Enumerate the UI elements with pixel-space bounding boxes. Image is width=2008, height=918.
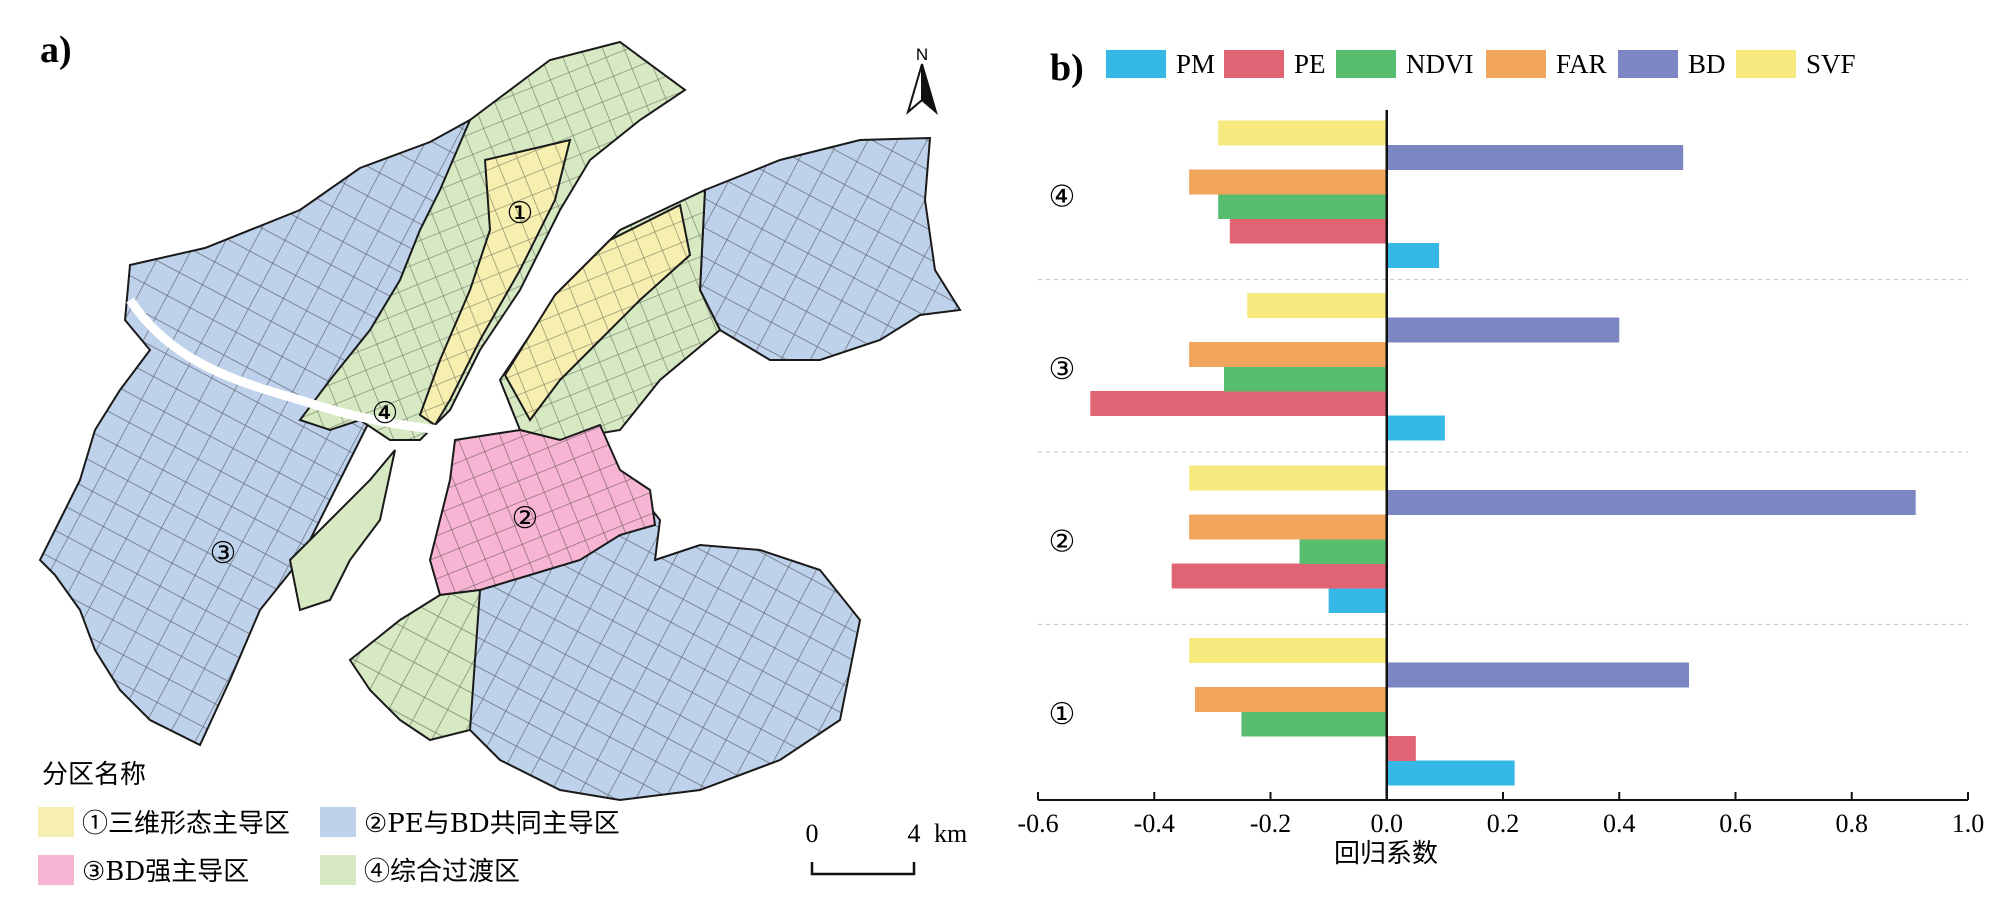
- bar-ndvi-group-3: [1224, 366, 1387, 392]
- legend-label-bd: BD: [1688, 49, 1726, 79]
- legend-swatch-zone-1: [38, 807, 74, 837]
- map-streets-east: [470, 138, 960, 800]
- bar-ndvi-group-1: [1241, 711, 1387, 737]
- legend-swatch-pm: [1106, 50, 1166, 78]
- category-label-4: ④: [1049, 179, 1076, 214]
- chart-legend: PM PE NDVI FAR BD SVF: [1106, 49, 1856, 79]
- x-tick-label-7: 0.8: [1836, 809, 1869, 838]
- legend-label-svf: SVF: [1806, 49, 1856, 79]
- map-streets-east-band: [500, 190, 720, 440]
- x-tick-label-3: 0.0: [1371, 809, 1404, 838]
- bar-pm-group-3: [1386, 415, 1445, 441]
- scale-bar: 0 4 km: [806, 819, 967, 876]
- legend-swatch-svf: [1736, 50, 1796, 78]
- legend-label-zone-1: ①三维形态主导区: [82, 809, 290, 839]
- bar-pm-group-1: [1386, 760, 1515, 786]
- map-label-zone-2: ②: [512, 501, 539, 536]
- x-tick-label-6: 0.6: [1719, 809, 1752, 838]
- bar-far-group-2: [1189, 514, 1387, 540]
- legend-swatch-zone-2: [320, 807, 356, 837]
- map-region-southwest-green: [288, 449, 396, 612]
- x-tick-label-5: 0.4: [1603, 809, 1636, 838]
- panel-a-label: a): [40, 29, 72, 71]
- bar-pe-group-4: [1229, 218, 1387, 244]
- north-arrow-left-half: [906, 63, 923, 115]
- bar-svf-group-4: [1218, 120, 1387, 146]
- map-label-zone-1: ①: [507, 196, 534, 231]
- scale-unit-label: km: [934, 819, 967, 848]
- map-label-zone-3: ③: [210, 536, 237, 571]
- x-tick-label-1: -0.4: [1134, 809, 1175, 838]
- panel-b-label: b): [1050, 47, 1084, 89]
- x-tick-label-4: 0.2: [1487, 809, 1520, 838]
- legend-label-zone-3: ③BD强主导区: [82, 857, 249, 887]
- bar-bd-group-4: [1386, 145, 1684, 170]
- x-tick-label-8: 1.0: [1952, 809, 1985, 838]
- bar-far-group-3: [1189, 342, 1387, 367]
- bar-pe-group-2: [1171, 563, 1387, 589]
- map-streets-pink: [430, 425, 655, 595]
- legend-label-far: FAR: [1556, 49, 1607, 79]
- legend-label-zone-2: ②PE与BD共同主导区: [364, 809, 620, 839]
- legend-label-pe: PE: [1294, 49, 1326, 79]
- bar-bd-group-3: [1386, 317, 1620, 343]
- map-legend: 分区名称 ①三维形态主导区 ②PE与BD共同主导区 ③BD强主导区 ④综合过渡区: [38, 760, 620, 887]
- category-label-3: ③: [1049, 352, 1076, 387]
- map-label-zone-4: ④: [372, 396, 399, 431]
- bar-pm-group-2: [1328, 588, 1387, 613]
- bar-pm-group-4: [1386, 243, 1440, 268]
- scale-bar-line: [810, 862, 916, 876]
- x-axis-title: 回归系数: [1334, 839, 1438, 869]
- map-area: ① ② ③ ④: [38, 40, 962, 802]
- panel-a: a): [38, 29, 967, 887]
- legend-swatch-ndvi: [1336, 50, 1396, 78]
- bar-bd-group-2: [1386, 490, 1916, 515]
- bar-far-group-1: [1194, 687, 1387, 712]
- x-tick-label-2: -0.2: [1250, 809, 1291, 838]
- legend-label-pm: PM: [1176, 49, 1215, 79]
- category-label-2: ②: [1049, 524, 1076, 559]
- bar-ndvi-group-2: [1299, 539, 1387, 564]
- category-label-1: ①: [1049, 697, 1076, 732]
- legend-label-zone-4: ④综合过渡区: [364, 857, 520, 887]
- chart-axes: -0.6 -0.4 -0.2 0.0 0.2 0.4 0.6 0.8 1.0: [1017, 110, 1984, 838]
- legend-label-ndvi: NDVI: [1406, 49, 1474, 79]
- scale-start-label: 0: [806, 819, 819, 848]
- legend-swatch-far: [1486, 50, 1546, 78]
- panel-b-chart: b) PM PE NDVI FAR BD SVF -0.6 -0.4 -0.2 0.0 0.2 0.…: [1017, 47, 1984, 869]
- map-streets-south: [350, 590, 480, 740]
- bar-pe-group-3: [1090, 391, 1387, 416]
- north-arrow: N: [906, 45, 938, 115]
- bar-pe-group-1: [1386, 736, 1416, 761]
- legend-swatch-pe: [1224, 50, 1284, 78]
- bar-svf-group-3: [1247, 293, 1387, 318]
- scale-end-label: 4: [908, 819, 921, 848]
- legend-swatch-zone-4: [320, 855, 356, 885]
- x-tick-label-0: -0.6: [1017, 809, 1058, 838]
- map-streets-west: [40, 120, 490, 745]
- bar-ndvi-group-4: [1218, 194, 1387, 219]
- north-arrow-right-half: [921, 63, 938, 115]
- bar-far-group-4: [1189, 169, 1387, 195]
- map-streets-north: [300, 42, 685, 440]
- chart-group-separators: [1038, 278, 1968, 626]
- bar-svf-group-2: [1189, 465, 1387, 491]
- chart-category-labels: ④ ③ ② ①: [1049, 179, 1076, 732]
- legend-title: 分区名称: [42, 760, 146, 790]
- north-label: N: [916, 45, 928, 64]
- legend-swatch-bd: [1618, 50, 1678, 78]
- chart-bars: [1090, 120, 1916, 786]
- map-river: [126, 297, 441, 435]
- bar-bd-group-1: [1386, 662, 1689, 688]
- bar-svf-group-1: [1189, 638, 1387, 663]
- legend-swatch-zone-3: [38, 855, 74, 885]
